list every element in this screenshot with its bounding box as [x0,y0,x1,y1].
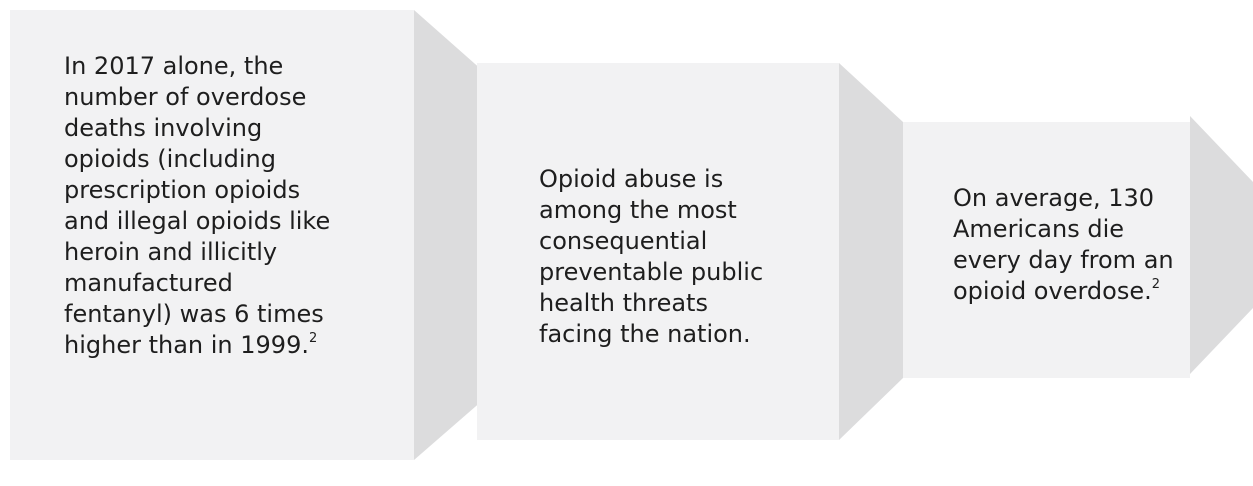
step-1-footnote: 2 [308,331,318,346]
step-3-footnote: 2 [1151,277,1160,292]
step-1-chevron [414,10,483,460]
step-2-chevron [839,63,903,440]
step-1-text: In 2017 alone, the number of overdose de… [64,51,332,361]
step-1-box [10,10,414,460]
step-3-body: On average, 130 Americans die every day … [953,184,1174,305]
step-3-box [903,122,1190,378]
step-3-text: On average, 130 Americans die every day … [953,183,1183,307]
step-2-text: Opioid abuse is among the most consequen… [539,164,789,350]
step-1-body: In 2017 alone, the number of overdose de… [64,52,331,359]
step-2-body: Opioid abuse is among the most consequen… [539,165,764,348]
step-2-box [477,63,839,440]
step-3-arrow-head [1190,116,1253,374]
